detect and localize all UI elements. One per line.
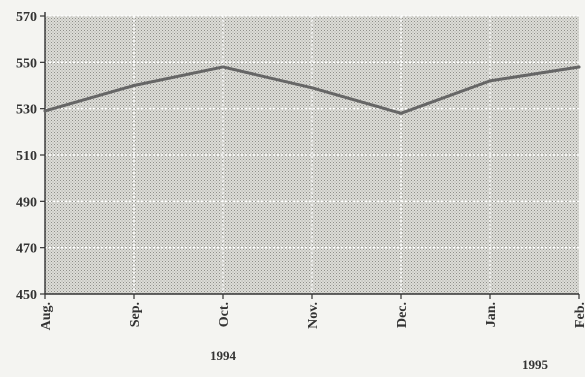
gridlines	[45, 15, 579, 294]
y-tick-label: 550	[16, 56, 37, 71]
x-tick-label: Sep.	[128, 302, 143, 327]
y-tick-label: 450	[16, 288, 37, 303]
year-label: 1994	[210, 348, 237, 363]
data-point	[43, 109, 47, 113]
y-tick-label: 510	[16, 149, 37, 164]
y-tick-label: 490	[16, 195, 37, 210]
year-label: 1995	[522, 357, 549, 372]
x-tick-label: Oct.	[217, 302, 232, 327]
x-tick-label: Nov.	[306, 302, 321, 329]
y-tick-label: 570	[16, 10, 37, 25]
x-tick-label: Dec.	[395, 302, 410, 328]
data-point	[221, 65, 225, 69]
axes	[40, 12, 580, 299]
data-point	[488, 79, 492, 83]
x-tick-label: Jan.	[484, 302, 499, 327]
y-tick-label: 530	[16, 103, 37, 118]
x-tick-label: Feb.	[573, 302, 585, 328]
series-layer	[43, 65, 581, 115]
data-point	[577, 65, 581, 69]
data-point	[399, 111, 403, 115]
tick-labels: 450 470 490 510 530 550 570 Aug. Sep. Oct. Nov. Dec…	[16, 10, 585, 372]
y-tick-label: 470	[16, 242, 37, 257]
x-tick-label: Aug.	[39, 302, 54, 330]
data-point	[310, 86, 314, 90]
data-point	[132, 84, 136, 87]
